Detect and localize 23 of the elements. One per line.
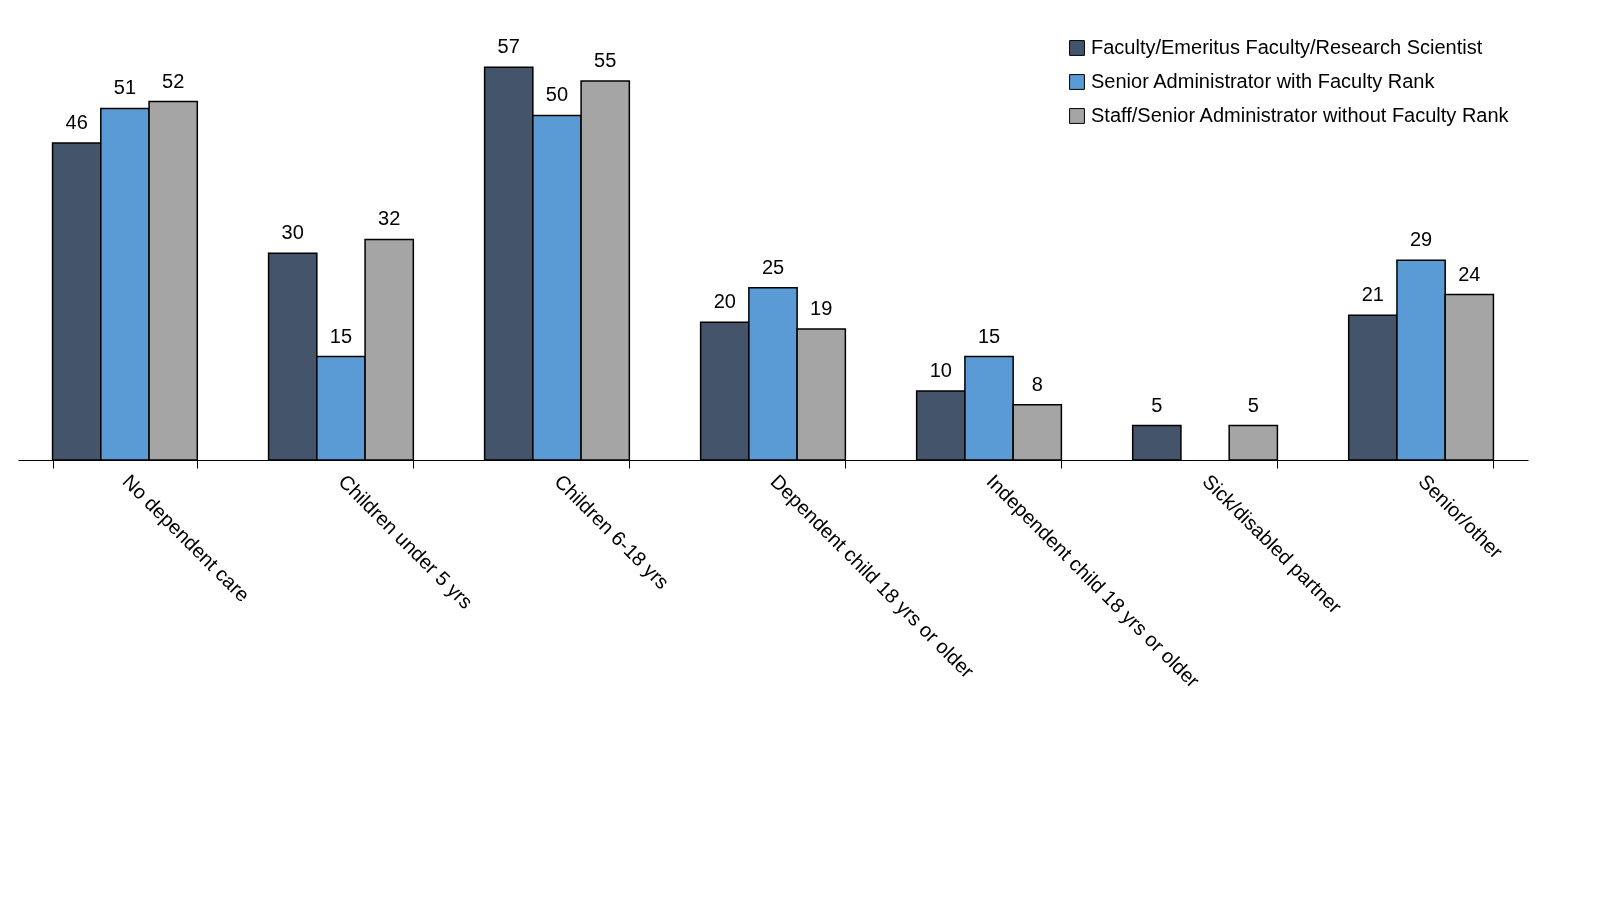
data-label: 50 (545, 83, 569, 106)
data-label: 15 (977, 324, 1001, 347)
data-label: 5 (1151, 393, 1163, 416)
data-label: 51 (113, 76, 137, 99)
data-label: 55 (594, 48, 617, 71)
data-label: 15 (329, 324, 353, 347)
data-label: 21 (1361, 283, 1384, 306)
data-label: 24 (1458, 262, 1481, 285)
legend-label: Staff/Senior Administrator without Faculty Rank (1091, 104, 1510, 126)
data-label: 5 (1247, 393, 1259, 416)
data-label: 32 (378, 207, 401, 230)
data-label: 52 (162, 69, 185, 92)
data-label: 57 (497, 35, 520, 58)
data-label: 10 (929, 359, 952, 382)
data-label: 25 (761, 255, 785, 278)
data-label: 46 (65, 110, 88, 133)
legend-label: Senior Administrator with Faculty Rank (1091, 70, 1436, 92)
legend-label: Faculty/Emeritus Faculty/Research Scientist (1091, 36, 1483, 58)
data-label: 8 (1031, 372, 1043, 395)
data-label: 30 (281, 221, 304, 244)
data-label: 29 (1409, 228, 1433, 251)
data-label: 20 (713, 290, 736, 313)
data-label: 19 (810, 297, 833, 320)
